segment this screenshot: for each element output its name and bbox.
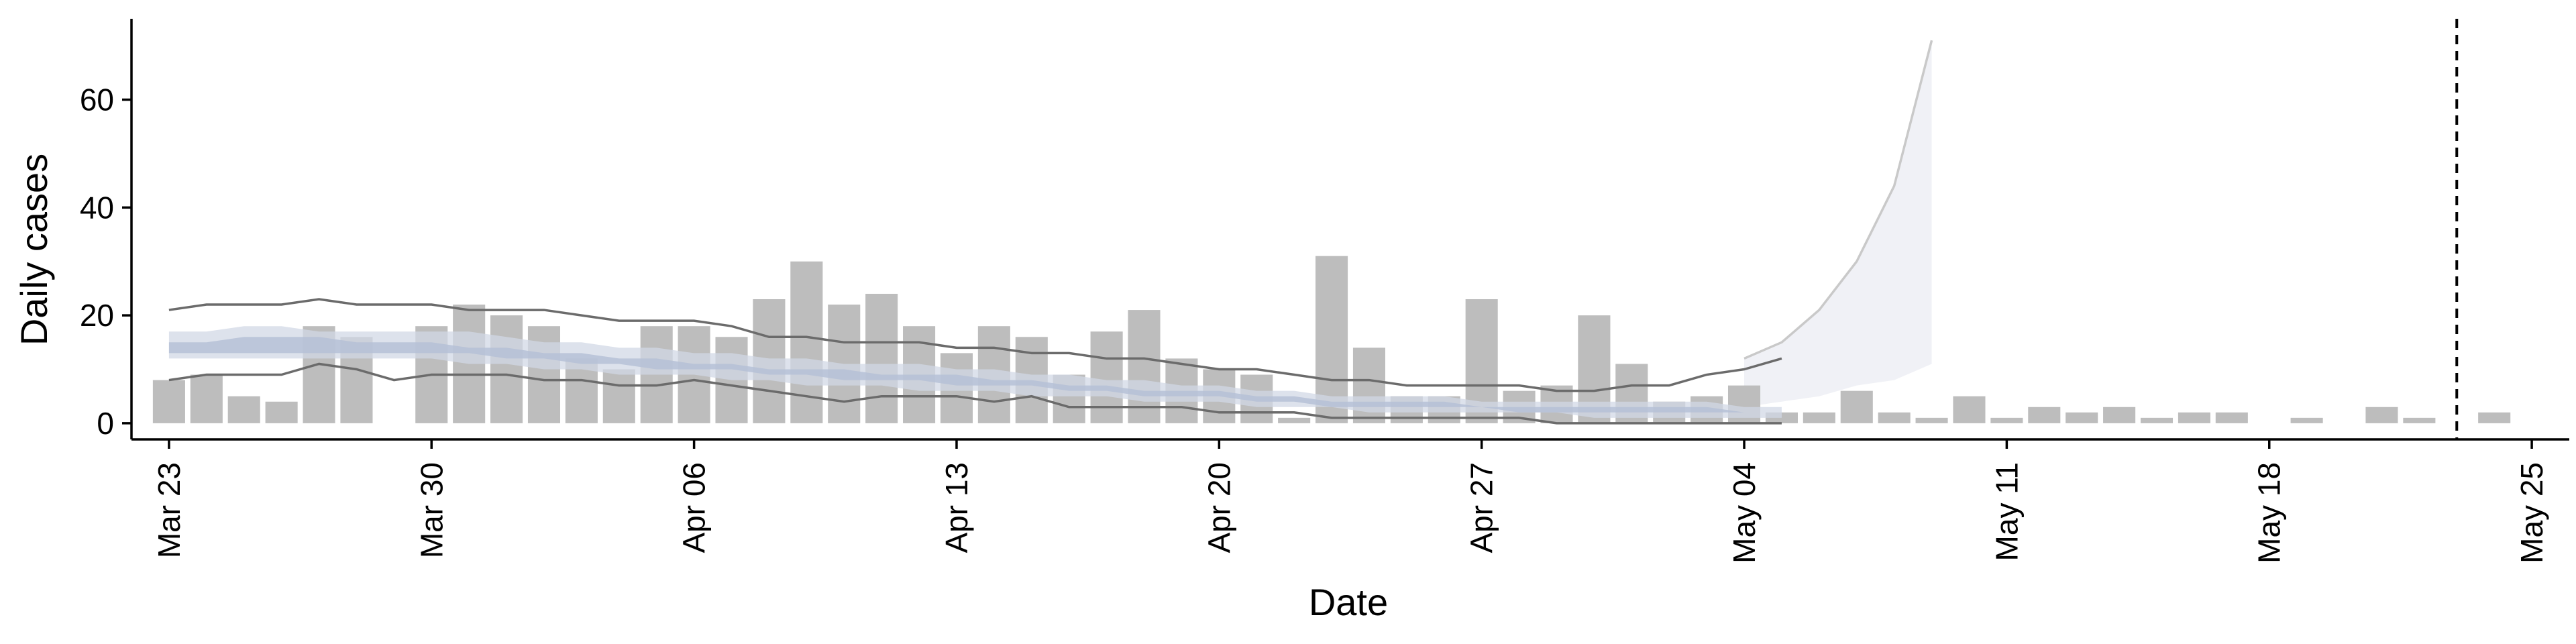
- bar: [2478, 412, 2511, 423]
- bar: [1278, 417, 1311, 423]
- y-tick-label: 60: [80, 83, 114, 117]
- bar: [152, 380, 185, 423]
- y-tick-label: 20: [80, 298, 114, 333]
- bar: [1990, 417, 2023, 423]
- bar: [1953, 396, 1986, 423]
- bar: [1090, 331, 1123, 423]
- bar: [2028, 407, 2061, 423]
- bar: [1915, 417, 1948, 423]
- bar: [865, 293, 898, 423]
- bar: [1803, 412, 1835, 423]
- bar: [1128, 310, 1161, 423]
- x-tick-label: May 25: [2514, 462, 2549, 564]
- x-tick-label: Mar 30: [414, 462, 449, 558]
- bar: [265, 401, 298, 423]
- x-tick-label: Apr 20: [1201, 462, 1236, 553]
- y-tick-label: 40: [80, 190, 114, 225]
- x-tick-label: Mar 23: [152, 462, 186, 558]
- bar: [490, 315, 523, 423]
- bar: [2140, 417, 2174, 423]
- x-tick-label: May 18: [2252, 462, 2287, 564]
- bar: [2290, 417, 2323, 423]
- x-tick-label: May 04: [1727, 462, 1762, 564]
- bar: [1878, 412, 1911, 423]
- bar: [2365, 407, 2398, 423]
- x-tick-label: Apr 06: [677, 462, 712, 553]
- x-tick-label: May 11: [1989, 462, 2024, 561]
- forecast-band: [1744, 40, 1932, 407]
- bar: [2403, 417, 2436, 423]
- bar: [2178, 412, 2210, 423]
- bar: [1840, 390, 1873, 423]
- x-tick-label: Apr 27: [1464, 462, 1499, 553]
- bar: [2065, 412, 2098, 423]
- outer-credible-band: [168, 326, 1782, 418]
- bar: [190, 374, 223, 423]
- inner-credible-band: [168, 337, 1782, 413]
- forecast-upper-line: [1743, 40, 1933, 360]
- bar: [227, 396, 260, 423]
- x-tick-label: Apr 13: [939, 462, 974, 553]
- x-axis-title: Date: [1309, 581, 1388, 623]
- y-tick-label: 0: [97, 406, 114, 441]
- lower-bound-line: [168, 362, 1782, 425]
- axes: 0 20 40 60 Mar 23 Mar 30 Apr 06 Apr 13 Apr 20 Apr…: [80, 19, 2569, 564]
- plot-area: [152, 19, 2511, 439]
- bar: [2103, 407, 2136, 423]
- bar: [602, 369, 635, 423]
- bar: [2215, 412, 2248, 423]
- y-axis-title: Daily cases: [13, 154, 55, 345]
- upper-bound-line: [168, 298, 1782, 392]
